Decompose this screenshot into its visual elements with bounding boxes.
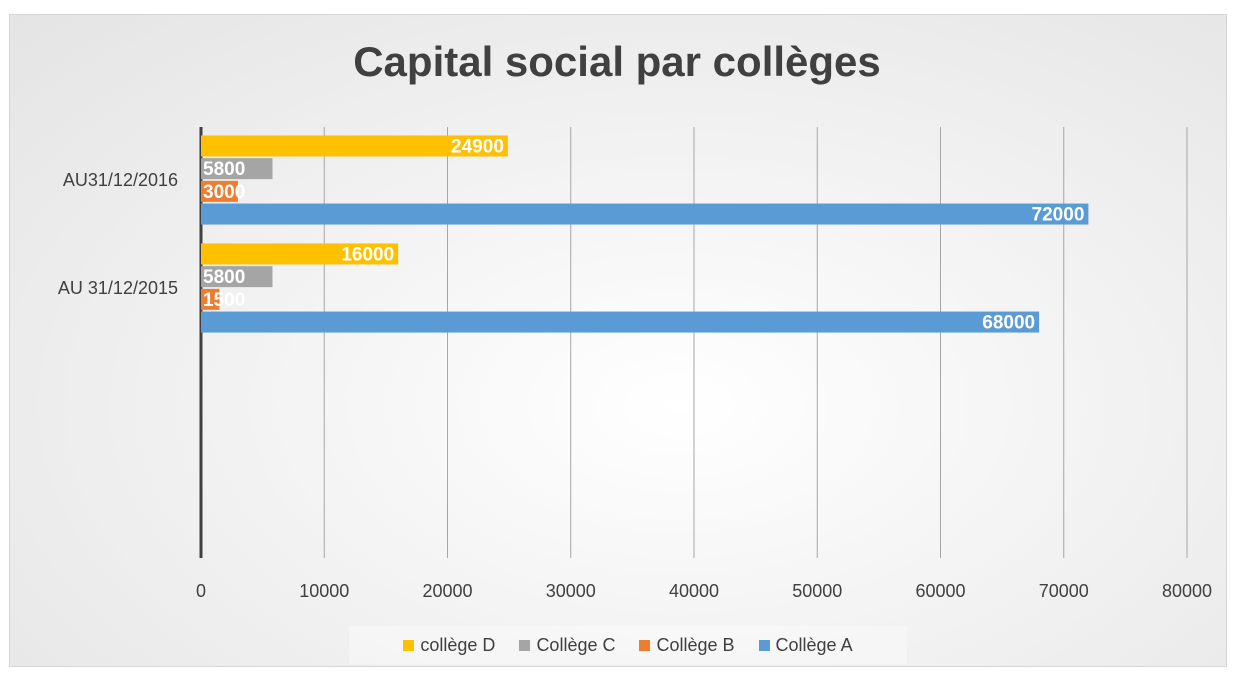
category-label: AU 31/12/2015 <box>58 278 178 298</box>
legend-item: Collège B <box>639 634 735 656</box>
chart-frame <box>9 14 1227 667</box>
x-tick-label: 80000 <box>1162 581 1212 601</box>
data-label: 68000 <box>982 313 1035 334</box>
bar <box>201 311 1040 333</box>
legend-swatch <box>403 639 415 651</box>
legend-item: Collège C <box>519 635 615 656</box>
data-label: 5800 <box>203 159 245 180</box>
legend-label: Collège B <box>656 634 735 655</box>
legend-label: collège D <box>420 634 496 655</box>
legend-swatch <box>639 639 651 651</box>
x-tick-label: 50000 <box>792 581 842 601</box>
x-tick-label: 10000 <box>299 581 349 601</box>
data-label: 72000 <box>1032 205 1085 226</box>
data-label: 1500 <box>203 290 245 311</box>
data-label: 16000 <box>341 244 394 265</box>
bar <box>201 135 508 157</box>
data-label: 3000 <box>203 182 245 203</box>
bar <box>201 203 1089 225</box>
x-tick-label: 60000 <box>915 581 965 601</box>
legend-item: Collège A <box>758 634 853 656</box>
legend-item: collège D <box>403 635 495 656</box>
legend: collège D Collège C Collège B Collège A <box>349 626 907 664</box>
legend-swatch <box>758 639 770 651</box>
x-tick-label: 40000 <box>669 581 719 601</box>
legend-label: Collège C <box>536 634 616 655</box>
data-label: 24900 <box>451 136 504 157</box>
x-tick-label: 30000 <box>546 581 596 601</box>
x-tick-label: 70000 <box>1039 581 1089 601</box>
bar <box>201 266 273 288</box>
data-label: 5800 <box>203 267 245 288</box>
category-label: AU31/12/2016 <box>63 170 178 190</box>
legend-swatch <box>519 639 531 651</box>
bar <box>201 288 220 310</box>
x-tick-label: 20000 <box>422 581 472 601</box>
x-tick-label: 0 <box>196 581 206 601</box>
chart-title: Capital social par collèges <box>353 38 881 85</box>
bar <box>201 158 273 180</box>
legend-label: Collège A <box>775 634 853 655</box>
bar <box>201 180 238 202</box>
bar <box>201 243 399 265</box>
